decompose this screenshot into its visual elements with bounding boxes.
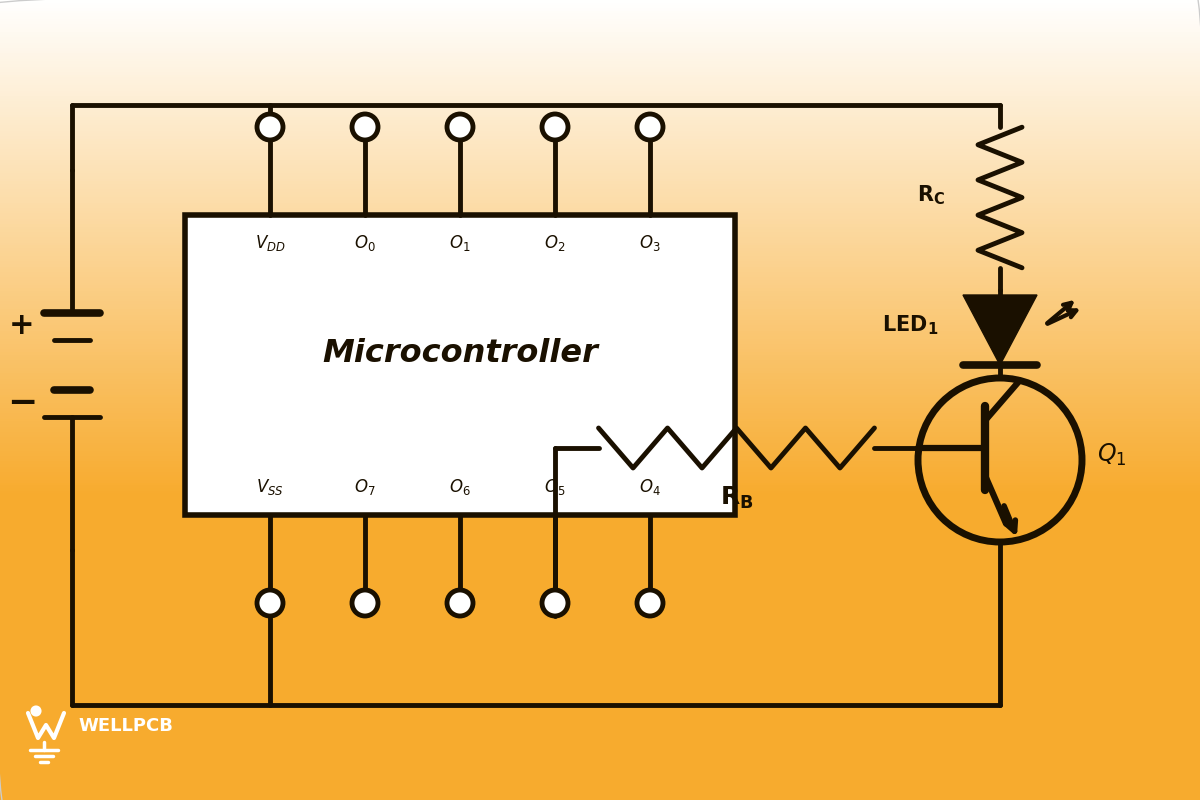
Text: $V_{DD}$: $V_{DD}$ xyxy=(254,233,286,253)
Text: +: + xyxy=(10,310,35,339)
Circle shape xyxy=(257,114,283,140)
Text: $O_5$: $O_5$ xyxy=(545,477,565,497)
Text: $O_6$: $O_6$ xyxy=(449,477,470,497)
Text: $O_4$: $O_4$ xyxy=(640,477,661,497)
Text: $O_3$: $O_3$ xyxy=(640,233,661,253)
Text: $O_1$: $O_1$ xyxy=(449,233,470,253)
Polygon shape xyxy=(964,295,1037,365)
Circle shape xyxy=(257,590,283,616)
Text: Microcontroller: Microcontroller xyxy=(322,338,598,369)
Circle shape xyxy=(446,590,473,616)
Text: −: − xyxy=(7,386,37,420)
Circle shape xyxy=(542,590,568,616)
Text: $O_0$: $O_0$ xyxy=(354,233,376,253)
Circle shape xyxy=(542,114,568,140)
Text: $\mathbf{LED_1}$: $\mathbf{LED_1}$ xyxy=(882,314,938,337)
Text: $O_7$: $O_7$ xyxy=(354,477,376,497)
Bar xyxy=(185,215,734,515)
Circle shape xyxy=(352,114,378,140)
Circle shape xyxy=(352,590,378,616)
Text: $\mathbf{R_B}$: $\mathbf{R_B}$ xyxy=(720,485,754,511)
Text: $O_2$: $O_2$ xyxy=(545,233,565,253)
Circle shape xyxy=(637,590,662,616)
Text: $\mathbf{R_C}$: $\mathbf{R_C}$ xyxy=(917,183,946,206)
Text: $V_{SS}$: $V_{SS}$ xyxy=(256,477,284,497)
Text: $Q_1$: $Q_1$ xyxy=(1097,442,1127,468)
Circle shape xyxy=(446,114,473,140)
Text: WELLPCB: WELLPCB xyxy=(78,717,173,735)
Circle shape xyxy=(637,114,662,140)
Circle shape xyxy=(31,706,41,715)
